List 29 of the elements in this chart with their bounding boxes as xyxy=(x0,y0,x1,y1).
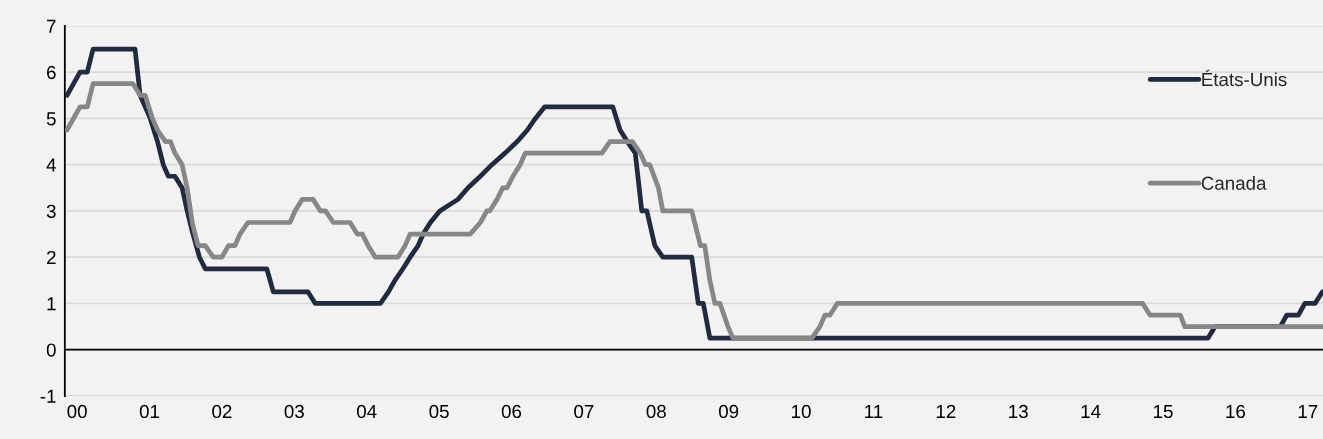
y-tick-label: 3 xyxy=(46,204,56,218)
legend-label: Canada xyxy=(1201,176,1267,190)
y-tick-label: 5 xyxy=(46,112,56,126)
x-tick-label: 12 xyxy=(936,404,956,418)
y-tick-label: 4 xyxy=(46,158,56,172)
x-tick-label: 10 xyxy=(792,404,811,419)
x-tick-label: 13 xyxy=(1009,404,1028,419)
x-tick-label: 15 xyxy=(1154,405,1173,419)
x-tick-label: 16 xyxy=(1226,404,1246,419)
x-tick-label: 08 xyxy=(646,404,666,419)
legend-label: États-Unis xyxy=(1202,69,1287,87)
x-tick-label: 06 xyxy=(501,404,522,419)
y-tick-label: 1 xyxy=(47,297,56,311)
x-tick-label: 09 xyxy=(718,404,739,419)
x-tick-label: 07 xyxy=(574,404,594,419)
x-tick-label: 05 xyxy=(429,404,449,419)
y-tick-label: 0 xyxy=(46,343,56,357)
x-tick-label: 04 xyxy=(357,404,377,419)
y-tick-label: 2 xyxy=(47,250,56,264)
y-tick-label: -1 xyxy=(40,389,56,403)
y-tick-label: 6 xyxy=(47,65,56,80)
x-tick-label: 14 xyxy=(1081,405,1101,418)
x-tick-label: 01 xyxy=(139,404,160,419)
x-tick-label: 11 xyxy=(865,405,883,418)
x-tick-label: 02 xyxy=(212,404,232,419)
x-tick-label: 17 xyxy=(1298,405,1318,418)
y-tick-label: 7 xyxy=(47,19,56,33)
x-tick-label: 03 xyxy=(284,404,304,419)
x-tick-label: 00 xyxy=(67,404,87,419)
